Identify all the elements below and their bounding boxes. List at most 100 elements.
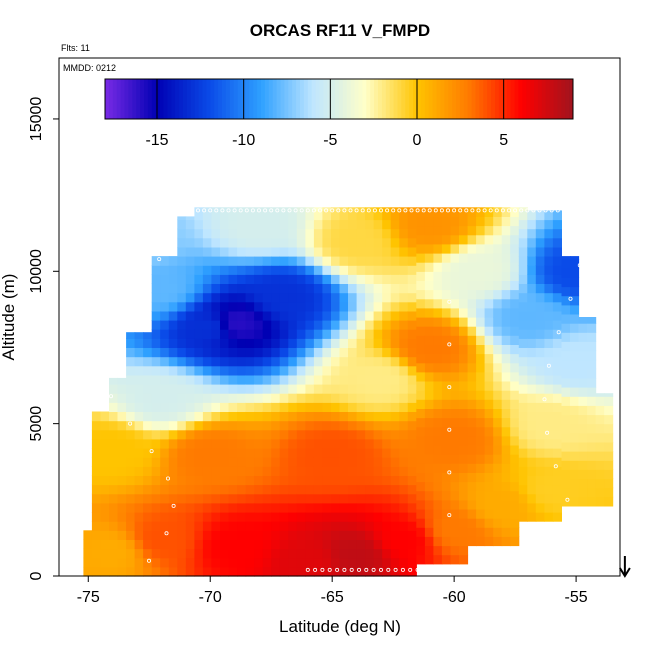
field-cell xyxy=(254,384,264,394)
observation-point xyxy=(555,208,560,213)
field-cell xyxy=(254,521,264,531)
field-cell xyxy=(484,234,494,245)
field-cell xyxy=(228,256,238,266)
field-cell xyxy=(245,393,255,403)
field-cell xyxy=(416,362,426,373)
field-cell xyxy=(143,393,153,403)
field-cell xyxy=(518,429,528,440)
field-cell xyxy=(424,426,434,437)
field-cell xyxy=(535,237,545,248)
field-cell xyxy=(109,512,119,522)
field-cell xyxy=(382,521,392,531)
field-cell xyxy=(160,310,170,321)
field-cell xyxy=(185,283,195,294)
date-annotation: MMDD: 0212 xyxy=(63,63,116,73)
field-cell xyxy=(160,429,170,440)
field-cell xyxy=(424,262,434,272)
field-cell xyxy=(459,307,469,318)
field-cell xyxy=(322,356,332,367)
field-cell xyxy=(288,457,298,467)
field-cell xyxy=(228,283,238,294)
field-cell xyxy=(296,301,306,312)
field-cell xyxy=(100,466,110,476)
field-cell xyxy=(544,393,554,403)
field-cell xyxy=(390,338,400,348)
field-cell xyxy=(518,301,528,312)
field-cell xyxy=(373,207,383,211)
field-cell xyxy=(211,484,221,495)
field-cell xyxy=(527,448,537,458)
colorbar-swatch xyxy=(214,79,219,119)
field-cell xyxy=(313,237,323,248)
field-cell xyxy=(433,216,443,227)
field-cell xyxy=(467,481,477,492)
field-cell xyxy=(100,548,110,559)
field-cell xyxy=(177,216,187,220)
field-cell xyxy=(527,402,537,412)
field-cell xyxy=(348,539,358,550)
colorbar-tick-label: 0 xyxy=(413,132,422,149)
field-cell xyxy=(373,320,383,330)
field-cell xyxy=(168,438,178,449)
field-cell xyxy=(126,393,136,403)
field-cell xyxy=(433,463,443,473)
field-cell xyxy=(356,475,366,486)
field-cell xyxy=(441,509,451,519)
field-cell xyxy=(501,262,511,272)
field-cell xyxy=(126,332,136,339)
field-cell xyxy=(595,432,605,443)
field-cell xyxy=(365,566,375,577)
field-cell xyxy=(83,539,93,550)
observation-point xyxy=(336,208,341,213)
field-cell xyxy=(254,338,264,348)
colorbar-swatch xyxy=(440,79,445,119)
field-cell xyxy=(143,332,153,339)
observation-point xyxy=(157,257,162,262)
field-cell xyxy=(527,438,537,449)
field-cell xyxy=(271,219,281,230)
field-cell xyxy=(587,441,597,452)
field-cell xyxy=(365,457,375,467)
colorbar-swatch xyxy=(144,79,149,119)
field-cell xyxy=(416,490,426,501)
field-cell xyxy=(91,429,101,440)
field-cell xyxy=(348,219,358,230)
field-cell xyxy=(493,362,503,373)
field-cell xyxy=(467,536,477,547)
field-cell xyxy=(220,539,230,550)
field-cell xyxy=(467,490,477,501)
field-cell xyxy=(168,557,178,568)
colorbar-swatch xyxy=(417,79,422,119)
field-cell xyxy=(151,438,161,449)
observation-point xyxy=(195,208,200,213)
field-cell xyxy=(459,399,469,409)
field-cell xyxy=(194,329,204,339)
field-cell xyxy=(160,557,170,568)
field-cell xyxy=(331,256,341,266)
field-cell xyxy=(407,384,417,394)
field-cell xyxy=(245,207,255,211)
field-cell xyxy=(382,237,392,248)
field-cell xyxy=(348,438,358,449)
field-cell xyxy=(570,341,580,352)
field-cell xyxy=(339,484,349,495)
field-cell xyxy=(177,539,187,550)
field-cell xyxy=(168,301,178,312)
field-cell xyxy=(484,280,494,291)
field-cell xyxy=(518,356,528,367)
observation-point xyxy=(371,567,376,572)
field-cell xyxy=(305,466,315,476)
field-cell xyxy=(279,448,289,458)
field-cell xyxy=(433,344,443,355)
field-cell xyxy=(570,295,580,306)
field-cell xyxy=(271,310,281,321)
field-cell xyxy=(177,457,187,467)
field-cell xyxy=(484,518,494,528)
field-cell xyxy=(348,301,358,312)
field-cell xyxy=(228,265,238,275)
field-cell xyxy=(476,280,486,291)
field-cell xyxy=(331,429,341,440)
field-cell xyxy=(390,393,400,403)
field-cell xyxy=(177,493,187,504)
field-cell xyxy=(245,283,255,294)
